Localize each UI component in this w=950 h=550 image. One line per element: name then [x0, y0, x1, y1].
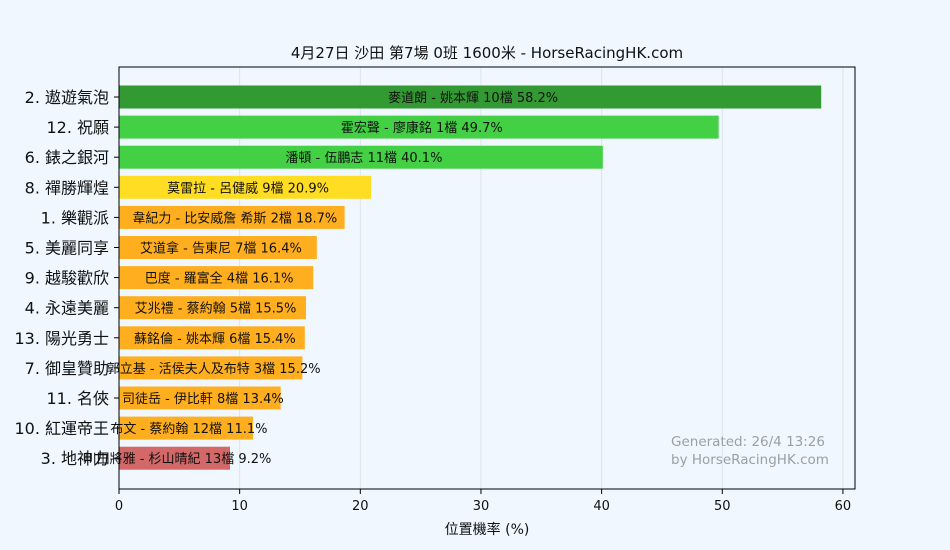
bar-labels-group: 麥道朗 - 姚本輝 10檔 58.2% 霍宏聲 - 廖康銘 1檔 49.7% 潘頓 …	[84, 90, 559, 467]
bar	[119, 236, 317, 259]
bar-label: 韋紀力 - 比安威詹 希斯 2檔 18.7%	[132, 211, 337, 226]
bar-label: 艾道拿 - 告東尼 7檔 16.4%	[140, 241, 302, 257]
x-axis-label: 位置機率 (%)	[445, 521, 530, 538]
y-axis-labels: 2. 遨遊氣泡 12. 祝願 6. 錶之銀河 8. 禪勝輝煌 1. 樂觀派 5. 美麗同享…	[14, 88, 119, 468]
bar	[119, 296, 307, 320]
bars-group	[119, 85, 822, 470]
watermark-site: by HorseRacingHK.com	[671, 452, 829, 468]
bar-label: 霍宏聲 - 廖康銘 1檔 49.7%	[341, 120, 503, 136]
bar	[119, 145, 603, 169]
bar-label: 郭立基 - 活侯夫人及布特 3檔 15.2%	[107, 361, 321, 377]
y-tick-label: 3. 地神力	[41, 449, 109, 468]
y-tick-label: 6. 錶之銀河	[25, 148, 109, 167]
watermark-generated: Generated: 26/4 13:26	[671, 434, 825, 450]
y-tick-label: 2. 遨遊氣泡	[25, 88, 109, 107]
x-tick-label: 30	[473, 499, 490, 514]
bar	[119, 446, 231, 470]
y-tick-label: 8. 禪勝輝煌	[25, 178, 109, 197]
bar-label: 麥道朗 - 姚本輝 10檔 58.2%	[388, 90, 558, 106]
bar	[119, 175, 372, 199]
bar-label: 司徒岳 - 伊比軒 8檔 13.4%	[122, 392, 284, 407]
y-tick-label: 4. 永遠美麗	[25, 299, 109, 318]
x-tick-label: 20	[352, 499, 369, 514]
bar	[119, 386, 281, 410]
bar-label: 巴度 - 羅富全 4檔 16.1%	[145, 271, 294, 287]
bar-label: 潘頓 - 伍鵬志 11檔 40.1%	[285, 151, 442, 166]
bar	[119, 356, 303, 380]
x-tick-label: 0	[115, 499, 123, 514]
bar	[119, 326, 305, 350]
bar	[119, 205, 345, 229]
x-tick-label: 40	[593, 499, 610, 514]
y-tick-label: 10. 紅運帝王	[14, 419, 109, 438]
chart-title: 4月27日 沙田 第7場 0班 1600米 - HorseRacingHK.co…	[291, 44, 683, 62]
plot-frame	[118, 66, 856, 490]
bar-label: 川田將雅 - 杉山晴紀 13檔 9.2%	[84, 452, 272, 467]
x-tick-label: 10	[231, 499, 248, 514]
bar	[119, 115, 719, 139]
bar	[119, 85, 822, 109]
bar-label: 莫雷拉 - 呂健威 9檔 20.9%	[167, 181, 329, 196]
bar	[119, 266, 314, 290]
y-tick-label: 12. 祝願	[46, 118, 109, 137]
bar	[119, 416, 253, 440]
x-tick-label: 60	[835, 499, 852, 514]
bar-label: 蘇銘倫 - 姚本輝 6檔 15.4%	[134, 332, 296, 347]
y-tick-label: 11. 名俠	[46, 389, 109, 408]
x-tick-label: 50	[714, 499, 731, 514]
x-axis: 0 10 20 30 40 50 60	[115, 489, 851, 514]
bar-label: 艾兆禮 - 蔡約翰 5檔 15.5%	[135, 302, 297, 317]
bar-label: 布文 - 蔡約翰 12檔 11.1%	[110, 422, 267, 437]
y-tick-label: 13. 陽光勇士	[14, 329, 109, 348]
y-tick-label: 5. 美麗同享	[25, 239, 109, 258]
y-tick-label: 1. 樂觀派	[41, 208, 109, 227]
y-tick-label: 9. 越駿歡欣	[25, 269, 109, 288]
y-tick-label: 7. 御皇贊助	[25, 359, 109, 378]
